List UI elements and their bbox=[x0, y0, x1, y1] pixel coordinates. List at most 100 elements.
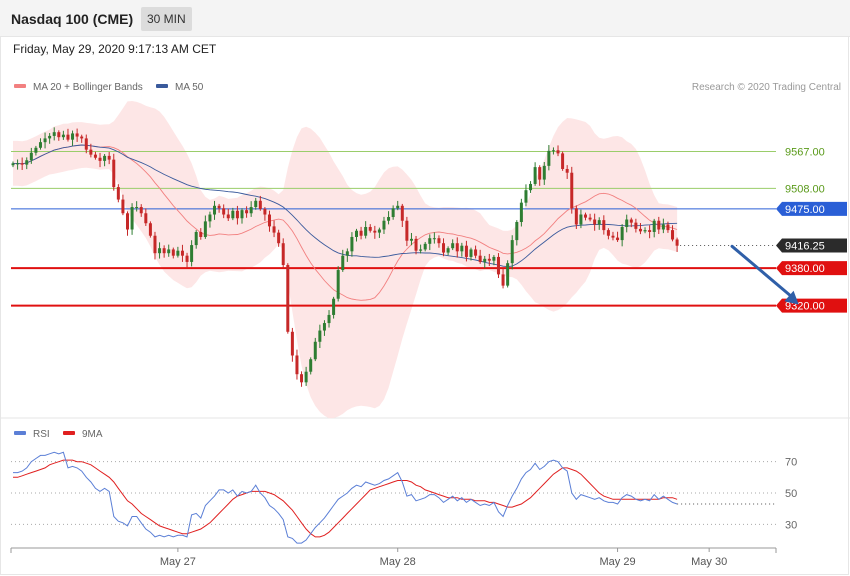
candle-65 bbox=[309, 357, 313, 375]
x-tick-label-3: May 30 bbox=[691, 556, 727, 568]
candle-22 bbox=[112, 153, 116, 191]
candle-82 bbox=[387, 211, 391, 225]
candle-75 bbox=[355, 228, 358, 242]
candle-139 bbox=[648, 225, 652, 239]
level-tag-2 bbox=[776, 201, 847, 216]
candle-13 bbox=[71, 130, 75, 146]
candle-107 bbox=[501, 268, 505, 289]
rsi-tick-label-0: 70 bbox=[785, 457, 797, 469]
candle-115 bbox=[538, 165, 542, 186]
candle-24 bbox=[121, 194, 125, 216]
candle-5 bbox=[34, 145, 38, 156]
candle-54 bbox=[258, 195, 262, 211]
candle-123 bbox=[574, 205, 578, 229]
candle-63 bbox=[300, 371, 304, 387]
candle-9 bbox=[52, 127, 56, 141]
candles bbox=[11, 127, 679, 387]
candle-28 bbox=[139, 204, 143, 217]
candle-134 bbox=[625, 214, 629, 233]
ma50-line bbox=[13, 144, 678, 268]
candle-20 bbox=[103, 154, 107, 167]
candle-126 bbox=[588, 213, 592, 222]
candle-53 bbox=[254, 197, 258, 210]
candle-73 bbox=[345, 248, 349, 262]
candle-34 bbox=[167, 244, 171, 257]
candle-29 bbox=[144, 208, 148, 226]
legend-rsi-ma-label: 9MA bbox=[82, 429, 103, 440]
candle-130 bbox=[606, 228, 610, 240]
candle-120 bbox=[561, 151, 565, 171]
candle-91 bbox=[428, 234, 432, 251]
level-label-3: 9380.00 bbox=[785, 263, 825, 275]
bollinger-band-area bbox=[13, 101, 678, 419]
candle-43 bbox=[208, 211, 212, 228]
candle-40 bbox=[194, 230, 198, 249]
candle-90 bbox=[423, 241, 427, 252]
candle-119 bbox=[556, 145, 560, 157]
candle-81 bbox=[382, 216, 386, 234]
candle-103 bbox=[483, 255, 487, 269]
candle-125 bbox=[584, 212, 587, 221]
candle-68 bbox=[322, 320, 326, 336]
candle-46 bbox=[222, 204, 226, 219]
candle-108 bbox=[506, 260, 510, 288]
candle-58 bbox=[277, 229, 281, 247]
candle-136 bbox=[634, 218, 638, 233]
candle-116 bbox=[542, 161, 546, 185]
candle-124 bbox=[579, 209, 583, 229]
candle-114 bbox=[533, 162, 537, 186]
candle-144 bbox=[671, 225, 675, 242]
candle-111 bbox=[519, 198, 523, 227]
ma20-line bbox=[13, 144, 678, 301]
candle-109 bbox=[510, 235, 514, 270]
candle-102 bbox=[478, 249, 482, 264]
candle-49 bbox=[235, 205, 239, 225]
candle-104 bbox=[487, 253, 491, 267]
candle-137 bbox=[638, 223, 642, 235]
candle-62 bbox=[295, 349, 299, 380]
candle-117 bbox=[547, 145, 551, 171]
candle-110 bbox=[515, 220, 519, 246]
forecast-arrow-shaft bbox=[730, 244, 795, 300]
legend-ma50-label: MA 50 bbox=[175, 82, 204, 93]
candle-3 bbox=[25, 157, 29, 170]
candle-39 bbox=[190, 240, 194, 267]
candle-48 bbox=[231, 207, 235, 221]
candle-112 bbox=[524, 184, 528, 207]
candle-32 bbox=[158, 242, 162, 259]
legend-ma20-label: MA 20 + Bollinger Bands bbox=[33, 82, 143, 93]
legend-ma20-swatch bbox=[14, 84, 26, 88]
candle-113 bbox=[529, 181, 533, 193]
candle-140 bbox=[652, 218, 656, 238]
candle-101 bbox=[474, 245, 478, 259]
candle-80 bbox=[377, 227, 381, 238]
candle-98 bbox=[460, 242, 464, 257]
candle-132 bbox=[616, 231, 620, 242]
candle-57 bbox=[272, 220, 276, 238]
candle-6 bbox=[38, 138, 42, 150]
level-label-0: 9567.00 bbox=[785, 147, 825, 159]
candle-10 bbox=[57, 130, 61, 141]
candle-99 bbox=[464, 240, 468, 262]
timeframe-button[interactable]: 30 MIN bbox=[141, 7, 192, 31]
candle-21 bbox=[107, 152, 111, 165]
legend-rsi-ma-swatch bbox=[63, 431, 75, 435]
candle-45 bbox=[217, 203, 221, 213]
candle-44 bbox=[213, 200, 217, 220]
chart-datetime: Friday, May 29, 2020 9:17:13 AM CET bbox=[13, 42, 217, 56]
candle-71 bbox=[336, 266, 340, 302]
candle-47 bbox=[226, 208, 230, 222]
candle-87 bbox=[409, 232, 413, 246]
candle-131 bbox=[611, 231, 615, 241]
candle-127 bbox=[593, 213, 597, 231]
candle-60 bbox=[286, 263, 290, 334]
rsi-tick-label-1: 50 bbox=[785, 488, 797, 500]
candle-1 bbox=[16, 159, 20, 170]
candle-135 bbox=[629, 217, 633, 228]
candle-143 bbox=[666, 221, 670, 233]
candle-118 bbox=[551, 147, 555, 155]
candle-138 bbox=[643, 227, 647, 234]
candle-94 bbox=[442, 238, 446, 257]
candle-0 bbox=[11, 161, 15, 168]
